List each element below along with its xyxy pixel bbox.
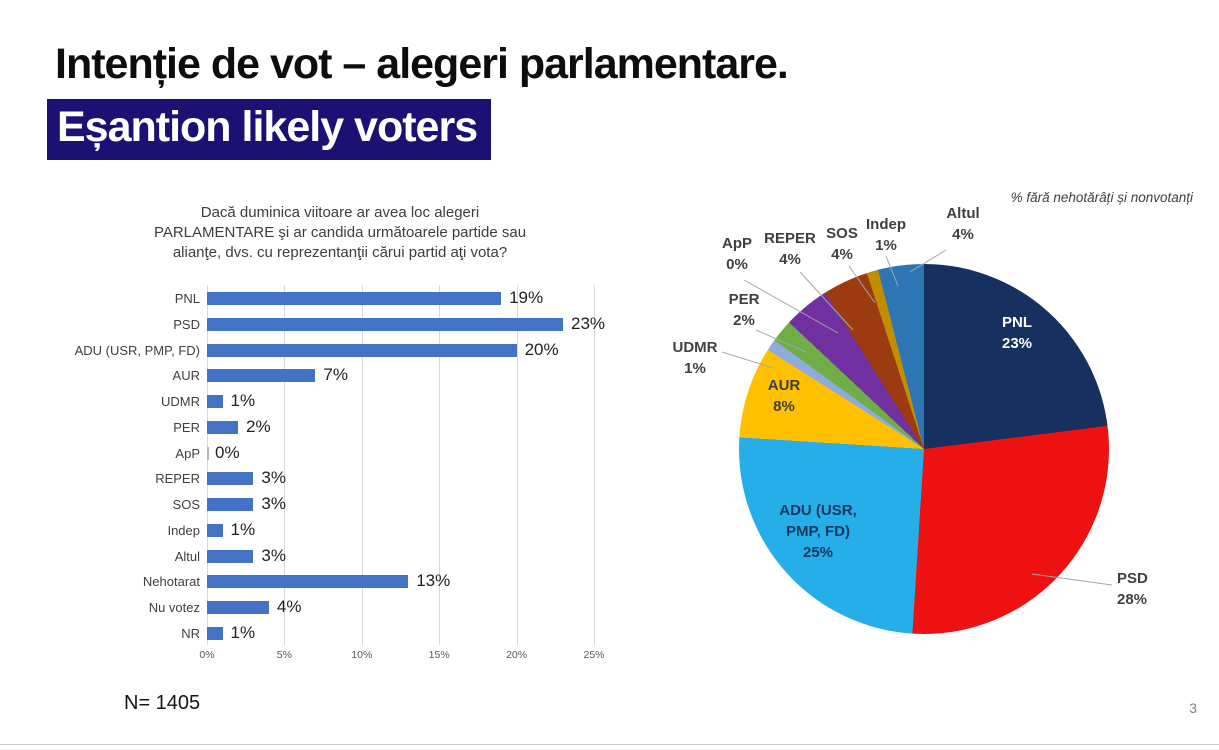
pie-label-psd: PSD 28% bbox=[1117, 570, 1148, 608]
pie-label-indep: Indep 1% bbox=[866, 216, 906, 254]
bar bbox=[207, 601, 269, 614]
pie-label-sos: SOS 4% bbox=[826, 225, 858, 263]
bar-category-label: Nu votez bbox=[148, 600, 200, 615]
bar-value-label: 7% bbox=[323, 365, 348, 385]
gridline bbox=[361, 285, 363, 645]
bar-value-label: 1% bbox=[230, 519, 256, 539]
bar-category-label: AUR bbox=[172, 368, 200, 384]
bottom-divider bbox=[0, 744, 1219, 745]
bar-category-label: PER bbox=[173, 419, 200, 435]
bar-value-label: 1% bbox=[230, 391, 256, 410]
bar bbox=[207, 549, 254, 563]
x-axis-tick-label: 5% bbox=[276, 649, 292, 661]
bar-value-label: 3% bbox=[261, 545, 286, 565]
bar-category-label: PNL bbox=[174, 291, 200, 306]
gridline bbox=[439, 285, 441, 645]
pie-label-reper: REPER 4% bbox=[764, 230, 816, 268]
bar-value-label: 2% bbox=[246, 416, 271, 436]
bar-value-label: 23% bbox=[571, 313, 606, 333]
bar bbox=[207, 420, 238, 434]
bar-value-label: 19% bbox=[509, 288, 544, 307]
bar-category-label: Indep bbox=[167, 522, 200, 538]
question-line: alianţe, dvs. cu reprezentanţii cărui pa… bbox=[172, 244, 508, 261]
bar-category-label: ADU (USR, PMP, FD) bbox=[74, 342, 200, 358]
bar bbox=[207, 498, 254, 511]
bar-category-label: NR bbox=[181, 625, 200, 641]
page-number: 3 bbox=[1189, 700, 1197, 716]
pie-note: % fără nehotărâți și nonvotanți bbox=[1010, 190, 1193, 205]
bar bbox=[207, 626, 223, 640]
bar-category-label: ApP bbox=[175, 445, 200, 461]
bar-value-label: 4% bbox=[276, 597, 302, 616]
question-line: PARLAMENTARE şi ar candida următoarele p… bbox=[153, 224, 527, 241]
bar-value-label: 20% bbox=[524, 339, 559, 359]
x-axis-tick-label: 15% bbox=[428, 649, 450, 661]
pie-label-adu: ADU (USR, PMP, FD) 25% bbox=[779, 502, 857, 561]
bar-value-label: 3% bbox=[261, 494, 286, 513]
pie-label-altul: Altul 4% bbox=[946, 205, 980, 243]
bar bbox=[207, 523, 223, 537]
bar-chart-question: Dacă duminica viitoare ar avea loc alege… bbox=[95, 203, 585, 263]
bar-value-label: 1% bbox=[230, 622, 256, 642]
slide-subtitle-highlighted: Eșantion likely voters bbox=[47, 99, 492, 160]
bar-category-label: SOS bbox=[172, 497, 200, 512]
bar bbox=[207, 395, 223, 408]
x-axis-tick-label: 25% bbox=[583, 649, 605, 661]
bar-category-label: Altul bbox=[174, 548, 200, 564]
bar-category-label: REPER bbox=[155, 471, 200, 487]
zero-bar-mark bbox=[207, 446, 209, 460]
bar-value-label: 0% bbox=[215, 442, 240, 462]
slide-title: Intenție de vot – alegeri parlamentare. bbox=[55, 40, 789, 88]
gridline bbox=[594, 285, 595, 645]
bar bbox=[207, 317, 563, 331]
pie-chart bbox=[739, 264, 1109, 634]
bar-category-label: UDMR bbox=[161, 394, 200, 409]
question-line: Dacă duminica viitoare ar avea loc alege… bbox=[200, 204, 480, 221]
pie-label-pnl: PNL 23% bbox=[1001, 314, 1033, 352]
pie-label-per: PER 2% bbox=[728, 291, 760, 329]
bar bbox=[207, 343, 517, 357]
bar bbox=[207, 472, 254, 486]
pie-label-aur: AUR 8% bbox=[767, 377, 801, 415]
sample-size-note: N= 1405 bbox=[124, 692, 201, 714]
bar-value-label: 3% bbox=[261, 468, 286, 488]
gridline bbox=[284, 285, 286, 645]
gridline bbox=[516, 285, 518, 645]
bar bbox=[207, 292, 502, 305]
bar bbox=[207, 369, 316, 383]
pie-label-app: ApP 0% bbox=[722, 235, 752, 273]
bar-category-label: Nehotarat bbox=[142, 574, 200, 590]
gridline bbox=[207, 285, 208, 645]
bar-value-label: 13% bbox=[416, 571, 451, 591]
bar-category-label: PSD bbox=[173, 316, 200, 332]
bar bbox=[207, 575, 409, 589]
x-axis-tick-label: 20% bbox=[506, 649, 528, 661]
x-axis-tick-label: 10% bbox=[351, 649, 373, 661]
pie-label-udmr: UDMR 1% bbox=[672, 339, 718, 377]
x-axis-tick-label: 0% bbox=[199, 649, 215, 661]
